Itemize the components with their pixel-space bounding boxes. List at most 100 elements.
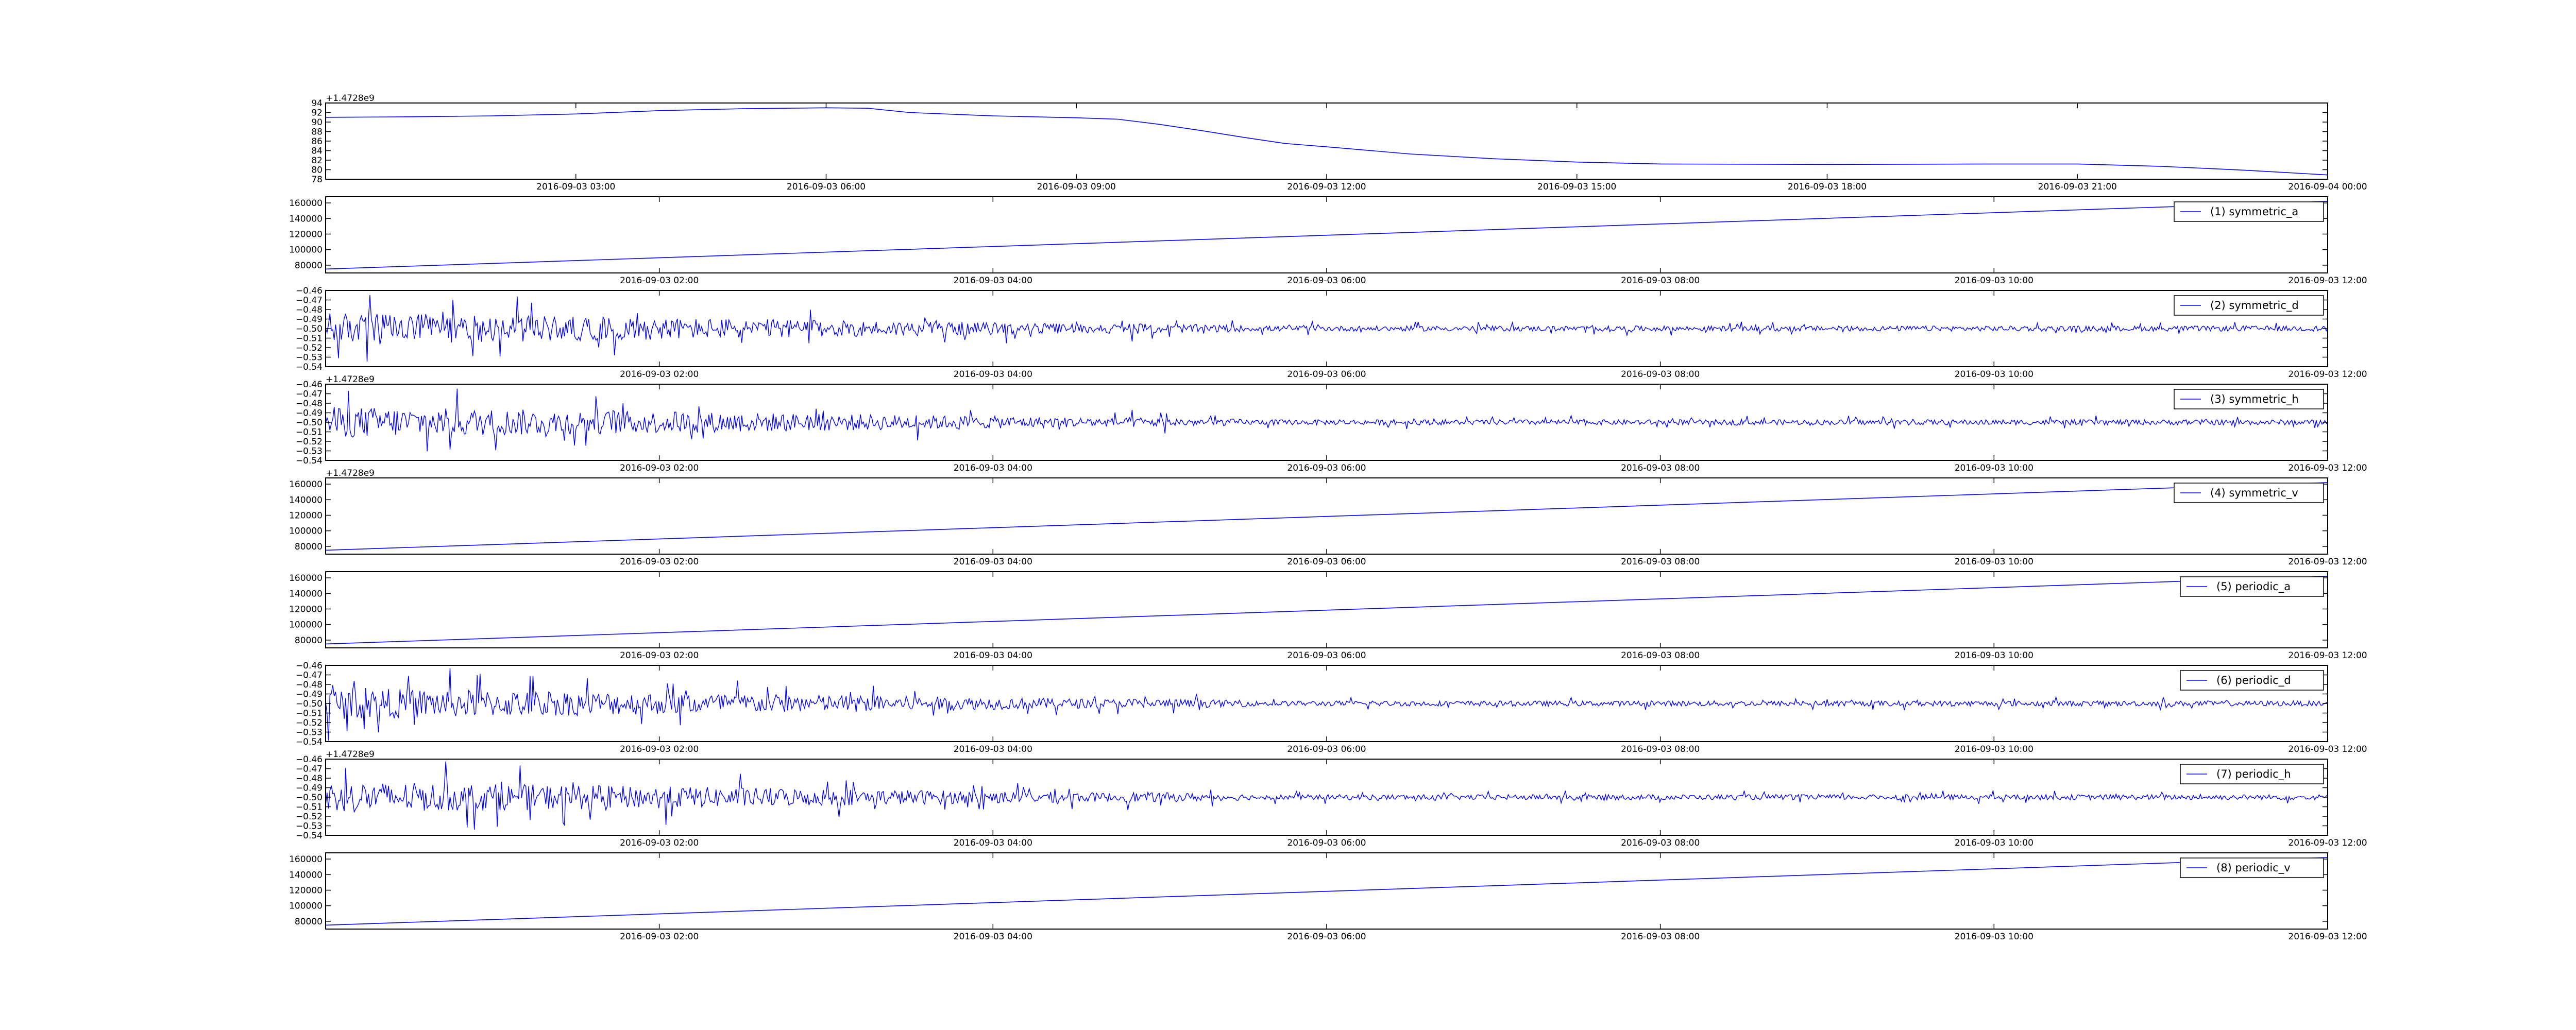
legend: (4) symmetric_v bbox=[2174, 483, 2324, 503]
y-tick-label: −0.49 bbox=[296, 690, 323, 700]
x-tick-label: 2016-09-03 06:00 bbox=[1287, 838, 1366, 848]
y-offset-label: +1.4728e9 bbox=[326, 374, 375, 385]
y-tick-label: 160000 bbox=[289, 479, 323, 490]
series-line-4 bbox=[325, 388, 2328, 452]
x-tick-label: 2016-09-03 04:00 bbox=[954, 932, 1032, 942]
y-tick-label: −0.53 bbox=[296, 728, 323, 738]
x-tick-label: 2016-09-03 02:00 bbox=[620, 838, 699, 848]
x-tick-label: 2016-09-03 12:00 bbox=[2288, 650, 2367, 661]
y-tick-label: 82 bbox=[311, 156, 323, 166]
y-tick-label: −0.46 bbox=[296, 380, 323, 390]
x-tick-label: 2016-09-03 12:00 bbox=[2288, 838, 2367, 848]
subplot-3: −0.54−0.53−0.52−0.51−0.50−0.49−0.48−0.47… bbox=[296, 286, 2367, 380]
x-tick-label: 2016-09-03 02:00 bbox=[620, 276, 699, 286]
subplot-4: −0.54−0.53−0.52−0.51−0.50−0.49−0.48−0.47… bbox=[296, 374, 2367, 473]
y-tick-label: −0.54 bbox=[296, 362, 323, 372]
y-offset-label: +1.4728e9 bbox=[326, 749, 375, 760]
x-tick-label: 2016-09-03 06:00 bbox=[1287, 557, 1366, 567]
y-tick-label: 140000 bbox=[289, 495, 323, 505]
x-tick-label: 2016-09-03 10:00 bbox=[1955, 276, 2033, 286]
legend: (1) symmetric_a bbox=[2174, 201, 2324, 222]
y-tick-label: −0.54 bbox=[296, 737, 323, 747]
subplot-8: −0.54−0.53−0.52−0.51−0.50−0.49−0.48−0.47… bbox=[296, 749, 2367, 848]
series-line-7 bbox=[325, 668, 2328, 741]
x-tick-label: 2016-09-03 04:00 bbox=[954, 744, 1032, 754]
y-tick-label: 100000 bbox=[289, 526, 323, 537]
y-tick-label: −0.46 bbox=[296, 661, 323, 671]
x-tick-label: 2016-09-03 12:00 bbox=[2288, 744, 2367, 754]
y-tick-label: 92 bbox=[311, 108, 323, 118]
legend: (8) periodic_v bbox=[2180, 857, 2324, 878]
y-tick-label: 120000 bbox=[289, 510, 323, 521]
x-tick-label: 2016-09-03 12:00 bbox=[2288, 463, 2367, 473]
series-line-5 bbox=[325, 482, 2328, 551]
y-tick-label: −0.49 bbox=[296, 783, 323, 794]
y-tick-label: −0.47 bbox=[296, 764, 323, 775]
legend: (2) symmetric_d bbox=[2174, 295, 2324, 316]
x-tick-label: 2016-09-03 08:00 bbox=[1621, 557, 1700, 567]
y-tick-label: −0.48 bbox=[296, 680, 323, 690]
y-offset-label: +1.4728e9 bbox=[326, 468, 375, 478]
y-tick-label: −0.53 bbox=[296, 821, 323, 832]
x-tick-label: 2016-09-03 04:00 bbox=[954, 650, 1032, 661]
x-tick-label: 2016-09-03 18:00 bbox=[1788, 182, 1867, 192]
x-tick-label: 2016-09-03 06:00 bbox=[1287, 369, 1366, 380]
y-tick-label: 80000 bbox=[295, 542, 323, 552]
y-tick-label: −0.46 bbox=[296, 286, 323, 296]
y-tick-label: 120000 bbox=[289, 885, 323, 896]
y-tick-label: 80 bbox=[311, 165, 323, 176]
y-tick-label: −0.51 bbox=[296, 709, 323, 719]
x-tick-label: 2016-09-03 10:00 bbox=[1955, 557, 2033, 567]
x-tick-label: 2016-09-03 04:00 bbox=[954, 463, 1032, 473]
series-line-3 bbox=[325, 295, 2328, 362]
y-tick-label: 80000 bbox=[295, 261, 323, 271]
y-tick-label: 160000 bbox=[289, 198, 323, 209]
x-tick-label: 2016-09-03 08:00 bbox=[1621, 838, 1700, 848]
y-tick-label: −0.48 bbox=[296, 774, 323, 784]
y-offset-label: +1.4728e9 bbox=[326, 93, 375, 104]
y-tick-label: −0.49 bbox=[296, 408, 323, 419]
x-tick-label: 2016-09-03 08:00 bbox=[1621, 369, 1700, 380]
legend: (6) periodic_d bbox=[2180, 670, 2324, 691]
legend-label: (6) periodic_d bbox=[2216, 674, 2291, 687]
x-tick-label: 2016-09-03 02:00 bbox=[620, 557, 699, 567]
x-tick-label: 2016-09-03 15:00 bbox=[1537, 182, 1616, 192]
x-tick-label: 2016-09-03 04:00 bbox=[954, 276, 1032, 286]
legend-label: (3) symmetric_h bbox=[2210, 393, 2299, 406]
y-tick-label: −0.51 bbox=[296, 334, 323, 344]
y-tick-label: −0.47 bbox=[296, 671, 323, 681]
x-tick-label: 2016-09-03 10:00 bbox=[1955, 838, 2033, 848]
x-tick-label: 2016-09-03 04:00 bbox=[954, 838, 1032, 848]
x-tick-label: 2016-09-03 12:00 bbox=[2288, 932, 2367, 942]
legend-label: (4) symmetric_v bbox=[2210, 487, 2298, 500]
y-tick-label: 94 bbox=[311, 98, 323, 109]
x-tick-label: 2016-09-03 04:00 bbox=[954, 557, 1032, 567]
x-tick-label: 2016-09-03 10:00 bbox=[1955, 744, 2033, 754]
x-tick-label: 2016-09-03 06:00 bbox=[1287, 744, 1366, 754]
y-tick-label: 100000 bbox=[289, 245, 323, 255]
y-tick-label: −0.50 bbox=[296, 324, 323, 334]
legend: (5) periodic_a bbox=[2180, 576, 2324, 597]
y-tick-label: −0.51 bbox=[296, 802, 323, 813]
x-tick-label: 2016-09-03 03:00 bbox=[536, 182, 615, 192]
x-tick-label: 2016-09-03 06:00 bbox=[1287, 650, 1366, 661]
y-tick-label: 140000 bbox=[289, 214, 323, 224]
y-tick-label: 160000 bbox=[289, 854, 323, 865]
x-tick-label: 2016-09-03 06:00 bbox=[1287, 276, 1366, 286]
series-line-9 bbox=[325, 857, 2328, 926]
y-tick-label: 140000 bbox=[289, 589, 323, 599]
y-tick-label: 86 bbox=[311, 136, 323, 147]
x-tick-label: 2016-09-03 02:00 bbox=[620, 650, 699, 661]
y-tick-label: 120000 bbox=[289, 604, 323, 614]
subplot-9: 80000 100000 120000 140000 160000 2016-09-03 … bbox=[289, 852, 2367, 942]
series-line-6 bbox=[325, 576, 2328, 645]
legend: (7) periodic_h bbox=[2180, 764, 2324, 784]
y-tick-label: 78 bbox=[311, 175, 323, 185]
legend-label: (7) periodic_h bbox=[2216, 768, 2291, 781]
y-tick-label: −0.52 bbox=[296, 343, 323, 353]
y-tick-label: 84 bbox=[311, 146, 323, 157]
y-tick-label: −0.47 bbox=[296, 389, 323, 400]
x-tick-label: 2016-09-03 02:00 bbox=[620, 463, 699, 473]
